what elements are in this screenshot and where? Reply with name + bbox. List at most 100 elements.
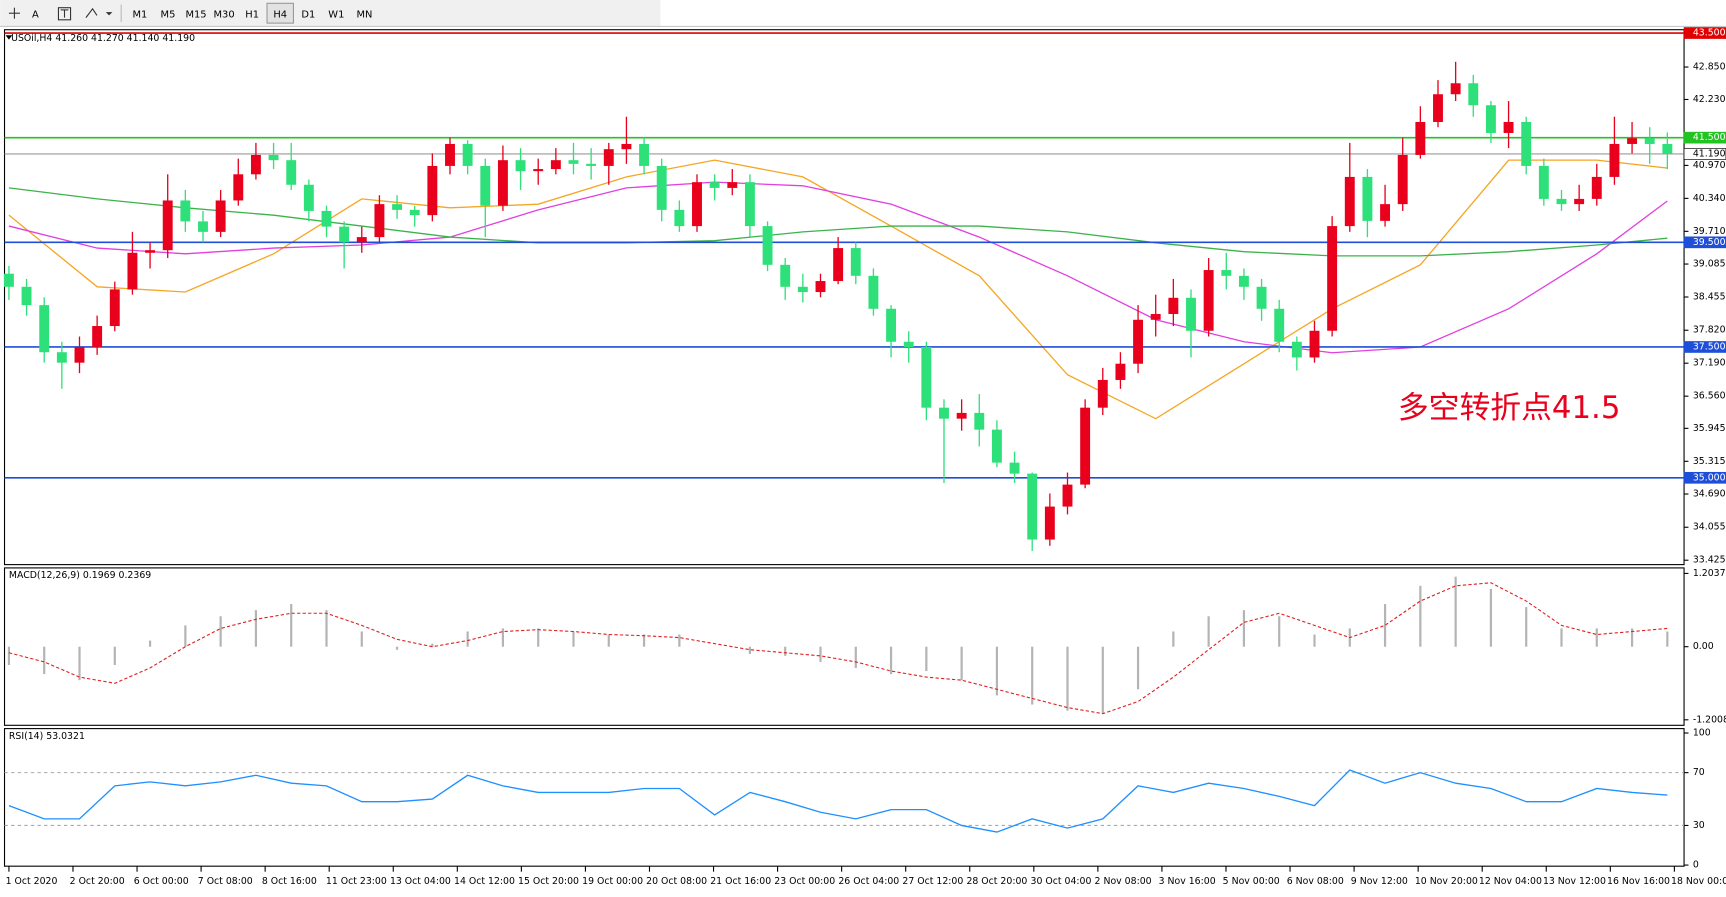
candle-body [1256, 286, 1267, 309]
y-tick-label: 40.340 [1693, 193, 1726, 204]
y-tick-label: 36.560 [1693, 391, 1726, 402]
macd-bar [572, 631, 575, 647]
candle-body [903, 341, 914, 347]
moving-average [8, 181, 1668, 354]
pane: 1.2037 0.00 -1.2008 MACD(12,26,9) 0.1969 0.… [3, 567, 1726, 726]
macd-bar [1242, 610, 1246, 647]
y-tick-label: 100 [1693, 728, 1711, 739]
candle-body [1574, 198, 1585, 205]
candle-body [727, 182, 738, 188]
candle-body [1662, 143, 1673, 154]
candle-body [92, 326, 103, 347]
y-tick-label: 33.425 [1693, 555, 1726, 566]
macd-bar [678, 634, 681, 647]
x-tick-label: 7 Oct 08:00 [198, 876, 253, 887]
x-tick-label: 10 Nov 20:00 [1415, 876, 1478, 887]
candle-body [1503, 121, 1514, 133]
macd-bar [925, 646, 928, 672]
timeframe-button[interactable]: M5 [161, 9, 176, 20]
x-tick-label: 27 Oct 12:00 [902, 876, 963, 887]
candle-body [674, 209, 685, 227]
candle-body [921, 346, 932, 408]
timeframe-button[interactable]: W1 [328, 9, 344, 20]
title-marker [5, 35, 13, 40]
timeframe-button[interactable]: H1 [245, 9, 259, 20]
candle-body [1362, 176, 1373, 221]
candle-body [497, 160, 508, 206]
x-tick-label: 9 Nov 12:00 [1351, 876, 1408, 887]
candle-body [1556, 198, 1567, 205]
pane: 42.850 42.230 40.970 40.340 39.710 39.085 38.4… [3, 27, 1726, 887]
candle-body [1150, 314, 1161, 320]
timeframe-button[interactable]: M15 [185, 9, 206, 20]
macd-bar [325, 610, 328, 647]
crosshair-tool[interactable] [8, 7, 20, 19]
x-tick-label: 6 Nov 08:00 [1287, 876, 1344, 887]
label-tool[interactable] [57, 7, 72, 21]
timeframe-button[interactable]: M1 [132, 9, 147, 20]
candle-body [303, 184, 314, 211]
macd-signal [8, 582, 1668, 715]
timeframe-button[interactable]: MN [356, 9, 372, 20]
candle-body [1397, 154, 1408, 205]
timeframe-button[interactable]: M30 [214, 9, 235, 20]
pane-frame [3, 567, 1685, 726]
x-tick-label: 13 Oct 04:00 [390, 876, 451, 887]
candle-body [321, 210, 332, 227]
x-tick-label: 1 Oct 2020 [6, 876, 58, 887]
timeframe-button[interactable]: H4 [273, 9, 287, 20]
shapes-tool[interactable] [85, 7, 113, 18]
x-tick-label: 6 Oct 00:00 [134, 876, 189, 887]
candle-body [145, 250, 156, 253]
x-tick-label: 15 Oct 20:00 [518, 876, 579, 887]
y-tick-label: 42.230 [1693, 94, 1726, 105]
candle-body [886, 308, 897, 342]
macd-bar [1101, 646, 1104, 714]
candle-body [797, 286, 808, 293]
timeframe-button[interactable]: D1 [301, 9, 315, 20]
moving-average [8, 159, 1668, 420]
candle-body [621, 143, 632, 150]
candle-body [198, 221, 208, 232]
level-label: 39.500 [1693, 237, 1726, 248]
indicator-title: MACD(12,26,9) 0.1969 0.2369 [9, 570, 151, 581]
x-tick-label: 3 Nov 16:00 [1159, 876, 1216, 887]
candle-body [162, 200, 173, 251]
y-tick-label: 70 [1693, 767, 1705, 778]
y-tick-label: 34.055 [1693, 522, 1726, 533]
candle-body [744, 182, 755, 227]
candle-body [956, 412, 967, 419]
pane: 100 70 30 0 RSI(14) 53.0321 [3, 728, 1711, 871]
x-tick-label: 2 Nov 08:00 [1095, 876, 1152, 887]
candle-body [1415, 121, 1426, 155]
macd-bar [1560, 628, 1563, 647]
y-tick-label: 35.315 [1693, 456, 1726, 467]
annotation: 多空转折点41.5 [1398, 390, 1621, 426]
candle-body [445, 143, 455, 166]
candle-body [1468, 83, 1479, 106]
candle-body [1327, 226, 1338, 331]
candle-body [233, 174, 244, 201]
x-tick-label: 11 Oct 23:00 [326, 876, 387, 887]
candle-body [427, 165, 438, 216]
text-tool[interactable]: A [32, 9, 39, 20]
x-tick-label: 8 Oct 16:00 [262, 876, 317, 887]
macd-bar [184, 625, 187, 647]
y-tick-label: 40.970 [1693, 160, 1726, 171]
candle-body [533, 169, 544, 172]
y-tick-label: 38.455 [1693, 292, 1726, 303]
macd-bar [1066, 646, 1069, 711]
macd-bar [1454, 576, 1457, 647]
candle-body [409, 209, 420, 216]
x-tick-label: 20 Oct 08:00 [646, 876, 707, 887]
candle-body [356, 237, 367, 243]
level-label: 35.000 [1693, 472, 1726, 483]
candle-body [656, 165, 667, 210]
candle-body [180, 200, 191, 222]
candle-body [1433, 94, 1443, 122]
macd-bar [1489, 588, 1493, 647]
candle-body [780, 264, 791, 287]
candle-body [215, 200, 226, 232]
pane-frame [3, 728, 1685, 867]
